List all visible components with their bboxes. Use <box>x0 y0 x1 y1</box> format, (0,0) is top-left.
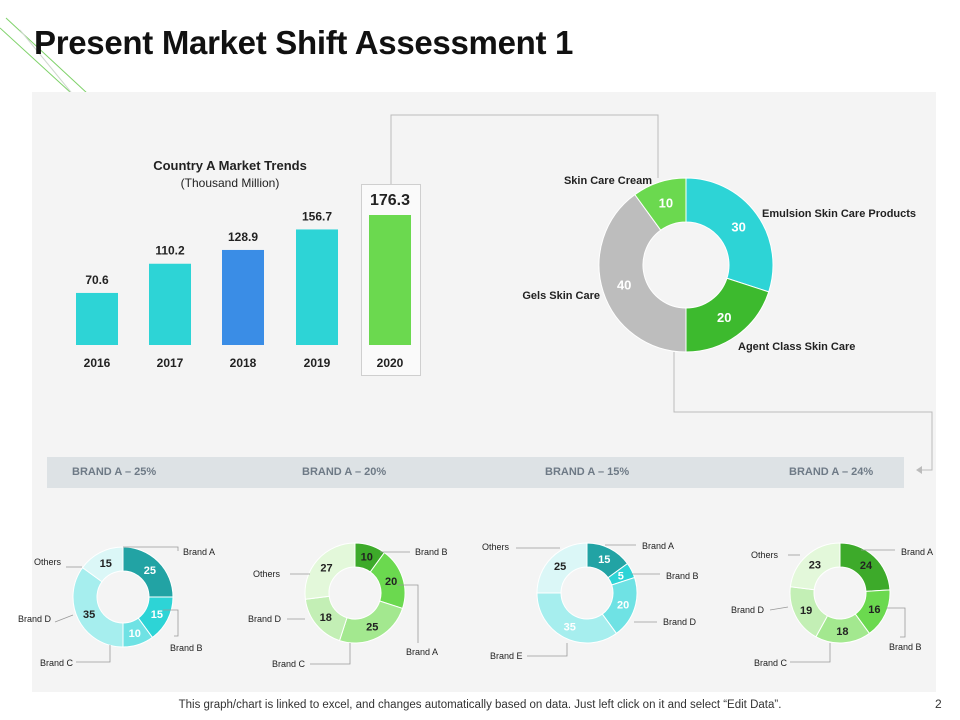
brand-donut-4-value-label: 19 <box>800 605 812 617</box>
bar-value-label: 128.9 <box>228 230 258 244</box>
bar-category-label: 2017 <box>157 356 184 370</box>
brand-donut-1-leader-line <box>123 546 179 551</box>
brand-donut-1-category-label: Brand D <box>18 614 52 624</box>
page-title: Present Market Shift Assessment 1 <box>34 24 574 61</box>
brand-donut-3-category-label: Brand E <box>490 651 523 661</box>
brand-donut-3-category-label: Others <box>482 542 510 552</box>
bar-category-label: 2016 <box>84 356 111 370</box>
bar-chart-title: Country A Market Trends <box>153 158 307 173</box>
brand-donut-3-value-label: 25 <box>554 561 566 573</box>
brand-donut-2-slice-4[interactable] <box>304 542 356 600</box>
brand-donut-3-category-label: Brand D <box>663 617 697 627</box>
brand-strip-label-3: BRAND A – 15% <box>545 466 630 478</box>
brand-donut-2-leader-line <box>310 643 351 665</box>
brand-strip-label-4: BRAND A – 24% <box>789 466 874 478</box>
brand-donut-4-category-label: Brand A <box>901 547 933 557</box>
bar-value-label: 70.6 <box>85 273 109 287</box>
brand-donut-3-value-label: 35 <box>564 622 576 634</box>
market-donut-category-label: Gels Skin Care <box>522 290 600 302</box>
brand-donut-4-value-label: 23 <box>809 559 821 571</box>
brand-donut-4-category-label: Brand B <box>889 642 922 652</box>
brand-donut-3-slice-4[interactable] <box>536 542 588 594</box>
brand-donut-1-leader-line <box>163 609 179 637</box>
brand-donut-4-value-label: 18 <box>836 626 848 638</box>
connector-arrow <box>916 466 922 474</box>
brand-donut-2-value-label: 25 <box>366 622 378 634</box>
brand-donut-4-leader-line <box>769 606 789 611</box>
brand-donut-2-category-label: Brand B <box>415 547 448 557</box>
market-donut-category-label: Skin Care Cream <box>564 175 652 187</box>
brand-donut-2-value-label: 18 <box>320 612 332 624</box>
brand-donut-1-value-label: 25 <box>144 565 156 577</box>
brand-donut-2-category-label: Brand A <box>406 647 438 657</box>
brand-donut-4-leader-line <box>886 607 906 638</box>
footnote: This graph/chart is linked to excel, and… <box>178 699 782 711</box>
brand-donut-3-value-label: 15 <box>598 554 610 566</box>
bar-value-label: 110.2 <box>155 244 185 258</box>
brand-donut-2-category-label: Brand D <box>248 614 282 624</box>
connector-line <box>673 352 933 471</box>
brand-donut-4-leader-line <box>790 643 831 663</box>
brand-donut-4-slice-4[interactable] <box>789 542 841 591</box>
page-number: 2 <box>935 697 942 711</box>
brand-donut-1-value-label: 15 <box>100 558 112 570</box>
brand-donut-4-category-label: Brand D <box>731 605 765 615</box>
brand-donut-3-category-label: Brand A <box>642 541 674 551</box>
brand-donut-1-value-label: 15 <box>151 609 163 621</box>
brand-donut-1-slice-3[interactable] <box>72 566 124 648</box>
market-donut-value-label: 30 <box>731 219 745 234</box>
brand-donut-2-value-label: 27 <box>320 563 332 575</box>
brand-strip-label-2: BRAND A – 20% <box>302 466 387 478</box>
bar-value-label: 156.7 <box>302 209 332 223</box>
brand-donut-1-category-label: Brand C <box>40 658 74 668</box>
bar-2017[interactable] <box>149 263 191 345</box>
bar-2018[interactable] <box>222 249 264 345</box>
brand-strip-label-1: BRAND A – 25% <box>72 466 157 478</box>
market-donut-value-label: 10 <box>659 196 673 211</box>
brand-donut-1-leader-line <box>76 645 111 663</box>
brand-donut-1-category-label: Brand B <box>170 643 203 653</box>
market-donut-category-label: Emulsion Skin Care Products <box>762 208 916 220</box>
bar-chart-subtitle: (Thousand Million) <box>181 176 280 190</box>
chart-panel <box>32 92 936 692</box>
brand-donut-3-slice-3[interactable] <box>536 592 618 644</box>
brand-donut-2-leader-line <box>397 584 419 643</box>
bar-2020[interactable] <box>369 215 411 345</box>
market-donut-slice-1[interactable] <box>685 277 770 353</box>
brand-donut-1-category-label: Others <box>34 557 62 567</box>
brand-donut-2-category-label: Others <box>253 569 281 579</box>
brand-donut-2-value-label: 10 <box>361 552 373 564</box>
brand-donut-2-category-label: Brand C <box>272 659 306 669</box>
market-donut-value-label: 20 <box>717 310 731 325</box>
brand-donut-2-value-label: 20 <box>385 576 397 588</box>
brand-donut-1-value-label: 35 <box>83 609 95 621</box>
brand-donut-1-category-label: Brand A <box>183 547 215 557</box>
brand-donut-4-value-label: 16 <box>868 604 880 616</box>
market-donut-slice-3[interactable] <box>634 177 687 231</box>
market-donut-category-label: Agent Class Skin Care <box>738 341 855 353</box>
bar-category-label: 2018 <box>230 356 257 370</box>
bar-category-label: 2019 <box>304 356 331 370</box>
market-donut-value-label: 40 <box>617 278 631 293</box>
brand-donut-4-value-label: 24 <box>860 560 873 572</box>
brand-donut-3-value-label: 20 <box>617 600 629 612</box>
bar-value-label: 176.3 <box>370 192 410 209</box>
brand-donut-4-category-label: Brand C <box>754 658 788 668</box>
brand-donut-3-leader-line <box>527 643 568 657</box>
brand-donut-3-value-label: 5 <box>618 571 624 583</box>
brand-donut-1-leader-line <box>54 614 74 623</box>
connector-line <box>390 114 659 184</box>
bar-2016[interactable] <box>76 292 118 345</box>
brand-donut-3-category-label: Brand B <box>666 571 699 581</box>
brand-strip <box>47 457 904 488</box>
market-donut-slice-2[interactable] <box>598 193 687 353</box>
bar-category-label: 2020 <box>377 356 404 370</box>
brand-donut-1-value-label: 10 <box>129 628 141 640</box>
bar-2019[interactable] <box>296 229 338 345</box>
market-donut-slice-0[interactable] <box>685 177 774 293</box>
brand-donut-4-category-label: Others <box>751 550 779 560</box>
